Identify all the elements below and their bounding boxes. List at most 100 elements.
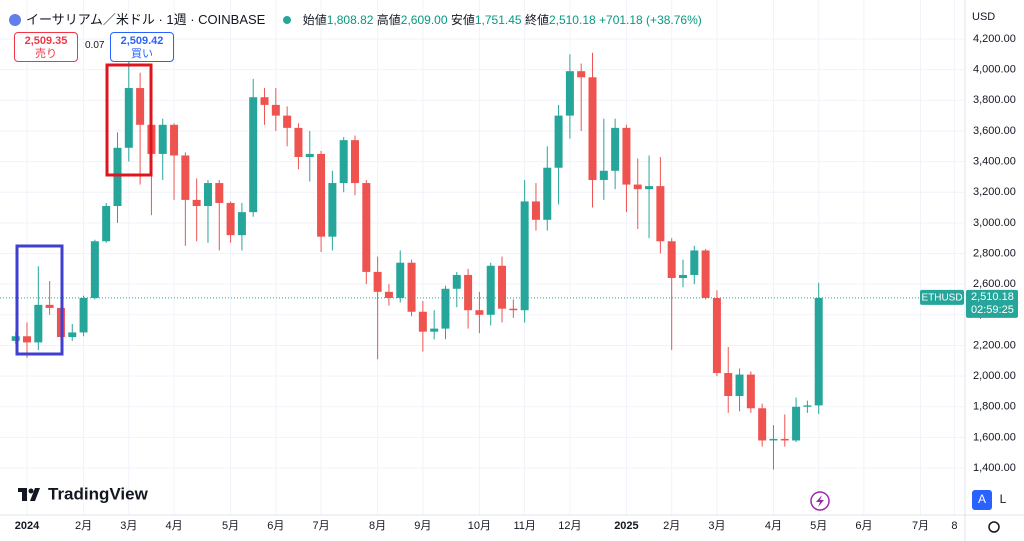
log-scale-label[interactable]: L [1000, 492, 1007, 506]
symbol-tag [920, 289, 964, 305]
ohlc-value: 2,510.18 [548, 13, 596, 27]
buy-button[interactable]: 2,509.42 買い [110, 32, 174, 62]
candle-body [136, 88, 145, 125]
y-tick-label: 2,000.00 [973, 370, 1016, 382]
candle-body [407, 262, 416, 312]
candle-body [90, 241, 99, 298]
candle-body [475, 310, 484, 315]
y-tick-label: 3,400.00 [973, 155, 1016, 167]
candle-body [633, 184, 642, 190]
x-tick-label: 5月 [810, 520, 827, 532]
candle-body [283, 115, 292, 128]
change: +701.18 (+38.76%) [599, 13, 702, 27]
x-tick-label: 2024 [15, 520, 40, 532]
candle-body [543, 167, 552, 220]
candle-body [68, 332, 77, 338]
logo-mark [28, 488, 34, 494]
candle-body [554, 115, 563, 168]
auto-scale-label: A [978, 492, 986, 506]
logo-mark [22, 488, 27, 501]
logo-mark [30, 488, 40, 501]
candle-body [724, 373, 733, 397]
ohlc-label: 終値 [524, 13, 549, 27]
candle-body [656, 186, 665, 242]
candle-body [45, 304, 54, 308]
candle-body [746, 374, 755, 409]
symbol-title: イーサリアム／米ドル · 1週 · COINBASE [26, 12, 266, 27]
x-tick-label: 8 [951, 520, 957, 532]
y-tick-label: 1,400.00 [973, 462, 1016, 474]
candle-body [464, 274, 473, 311]
market-status [282, 16, 291, 24]
candle-body [362, 183, 371, 272]
spread: 0.07 [85, 40, 105, 51]
candle-body [215, 183, 224, 203]
candle-body [486, 265, 495, 315]
candle-body [735, 374, 744, 397]
axes: 1,400.00 1,600.00 1,800.00 2,000.00 2,200.00… [15, 33, 1018, 532]
annotation-box [105, 63, 153, 177]
candle-body [396, 262, 405, 298]
logo-text: TradingView [48, 484, 149, 503]
candle-body [577, 71, 586, 78]
x-tick-label: 2025 [614, 520, 638, 532]
candle-body [520, 201, 529, 311]
candle-body [23, 336, 32, 343]
candle-body [34, 304, 43, 343]
symbol-tag-label: ETHUSD [921, 293, 962, 304]
currency[interactable]: USD [972, 11, 995, 23]
candle-body [667, 241, 676, 279]
y-tick-label: 1,800.00 [973, 401, 1016, 413]
y-tick-label: 2,800.00 [973, 247, 1016, 259]
buy-label: 買い [131, 48, 153, 60]
last-price-label: 2,510.18 [971, 291, 1014, 303]
candle-body [203, 183, 212, 207]
sell-label: 売り [35, 48, 57, 60]
x-tick-label: 9月 [414, 520, 431, 532]
candle-body [226, 202, 235, 236]
candle-body [317, 153, 326, 237]
candle-body [339, 140, 348, 184]
candle-body [758, 408, 767, 441]
candle-body [712, 297, 721, 374]
candle-body [803, 405, 812, 407]
last-price-tag [966, 289, 1018, 318]
sell-button[interactable]: 2,509.35 売り [14, 32, 78, 62]
y-tick-label: 3,800.00 [973, 94, 1016, 106]
candle-body [170, 124, 179, 156]
candle-body [611, 127, 620, 171]
candle-body [792, 406, 801, 441]
auto-scale-button[interactable] [972, 490, 992, 510]
candle-body [441, 288, 450, 329]
y-tick-label: 4,000.00 [973, 64, 1016, 76]
countdown: 02:59:25 [971, 304, 1014, 316]
y-tick-label: 3,000.00 [973, 217, 1016, 229]
candle-body [690, 250, 699, 275]
candle-body [158, 124, 167, 154]
y-tick-label: 1,600.00 [973, 431, 1016, 443]
x-tick-label: 6月 [267, 520, 284, 532]
settings-icon[interactable] [988, 521, 1000, 533]
x-tick-label: 2月 [75, 520, 92, 532]
candles [0, 52, 965, 470]
candle-body [599, 170, 608, 180]
y-tick-label: 4,200.00 [973, 33, 1016, 45]
annotation-box [15, 244, 64, 356]
candle-body [509, 308, 518, 311]
candle-body [271, 104, 280, 116]
candle-body [124, 88, 133, 148]
candle-body [294, 127, 303, 157]
candle-body [645, 186, 654, 190]
candle-body [384, 291, 393, 298]
x-tick-label: 12月 [558, 520, 581, 532]
grid [0, 0, 965, 515]
candle-body [113, 147, 122, 207]
ohlc-value: 1,808.82 [326, 13, 374, 27]
candle-body [452, 274, 461, 289]
x-tick-label: 3月 [708, 520, 725, 532]
alert-icon-bolt [816, 495, 824, 507]
candle-body [249, 97, 258, 213]
x-tick-label: 3月 [120, 520, 137, 532]
